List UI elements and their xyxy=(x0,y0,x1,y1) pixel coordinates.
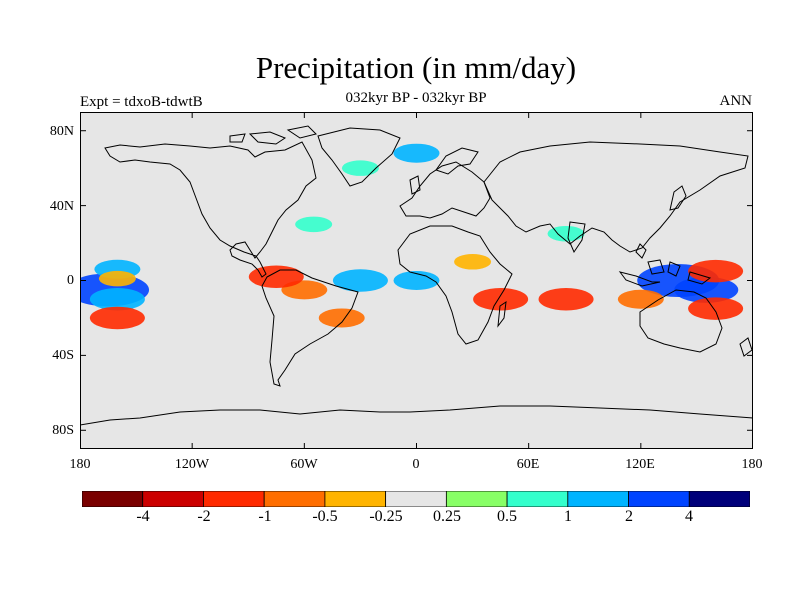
anomaly-region xyxy=(688,259,744,283)
anomaly-region xyxy=(248,265,304,289)
colorbar-label: 2 xyxy=(625,508,633,525)
y-tick-label: 80N xyxy=(49,124,74,139)
x-tick-label: 180 xyxy=(741,457,763,472)
coastline-south-america xyxy=(261,269,359,387)
colorbar-swatch xyxy=(142,491,204,507)
coastline-antarctica xyxy=(80,405,753,426)
colorbar-swatch xyxy=(82,491,144,507)
experiment-label: Expt = tdxoB-tdwtB xyxy=(80,94,203,110)
colorbar-label: -2 xyxy=(197,508,211,525)
x-tick-label: 0 xyxy=(412,457,420,472)
x-tick-label: 120W xyxy=(174,457,210,472)
anomaly-region xyxy=(538,287,594,311)
anomaly-region xyxy=(674,276,739,303)
anomaly-region xyxy=(547,225,585,242)
colorbar-label: 4 xyxy=(685,508,693,525)
colorbar-label: 0.5 xyxy=(497,508,517,525)
anomaly-region xyxy=(89,306,145,330)
x-tick-label: 180 xyxy=(69,457,91,472)
anomaly-region xyxy=(393,143,440,163)
coastline-scandinavia xyxy=(435,147,479,175)
colorbar-swatch xyxy=(688,491,750,507)
colorbar-swatch xyxy=(445,491,508,507)
colorbar xyxy=(82,491,750,507)
colorbar-swatch xyxy=(385,491,447,507)
x-tick-label: 60E xyxy=(516,457,540,472)
anomaly-region xyxy=(98,270,136,287)
coastline-japan xyxy=(669,185,687,211)
anomaly-region xyxy=(688,297,744,320)
colorbar-swatch xyxy=(203,491,265,507)
anomaly-region xyxy=(473,287,529,311)
anomaly-region xyxy=(89,287,145,311)
colorbar-label: 1 xyxy=(564,508,572,525)
coastline-north-america xyxy=(104,141,317,278)
anomaly-region xyxy=(393,271,440,290)
coastline-europe xyxy=(399,161,491,219)
anomaly-region xyxy=(332,269,388,292)
coastline-india xyxy=(567,221,586,254)
coastline-maritime-continent xyxy=(618,243,712,287)
coastline-uk xyxy=(409,175,421,195)
anomaly-region xyxy=(318,308,365,328)
anomaly-region xyxy=(617,289,664,309)
colorbar-swatch xyxy=(628,491,690,507)
coastline-greenland xyxy=(317,127,401,187)
colorbar-label: -0.25 xyxy=(369,508,403,525)
x-tick-label: 120E xyxy=(625,457,655,472)
colorbar-label: -4 xyxy=(136,508,150,525)
coastline-africa xyxy=(397,225,513,345)
colorbar-swatch xyxy=(263,491,326,507)
anomaly-region xyxy=(341,160,379,176)
anomaly-region xyxy=(454,254,492,270)
colorbar-swatch xyxy=(324,491,387,507)
y-tick-label: 80S xyxy=(52,423,74,438)
colorbar-label: -0.5 xyxy=(312,508,338,525)
chart-title: Precipitation (in mm/day) xyxy=(255,50,577,85)
colorbar-label: -1 xyxy=(258,508,272,525)
y-tick-label: 0 xyxy=(67,273,74,288)
colorbar-label: 0.25 xyxy=(433,508,461,525)
precipitation-map xyxy=(80,112,753,449)
colorbar-swatch xyxy=(506,491,569,507)
x-tick-label: 60W xyxy=(290,457,318,472)
y-tick-label: 40N xyxy=(49,199,74,214)
season-label: ANN xyxy=(719,93,753,109)
coastline-arctic-islands xyxy=(229,125,317,145)
coastline-australia xyxy=(639,289,723,353)
chart-subtitle: 032kyr BP - 032kyr BP xyxy=(345,90,487,106)
y-tick-label: 40S xyxy=(52,348,74,363)
coastline-asia xyxy=(483,141,749,253)
coastline-madagascar xyxy=(497,300,507,328)
anomaly-region xyxy=(295,216,333,233)
colorbar-swatch xyxy=(567,491,629,507)
